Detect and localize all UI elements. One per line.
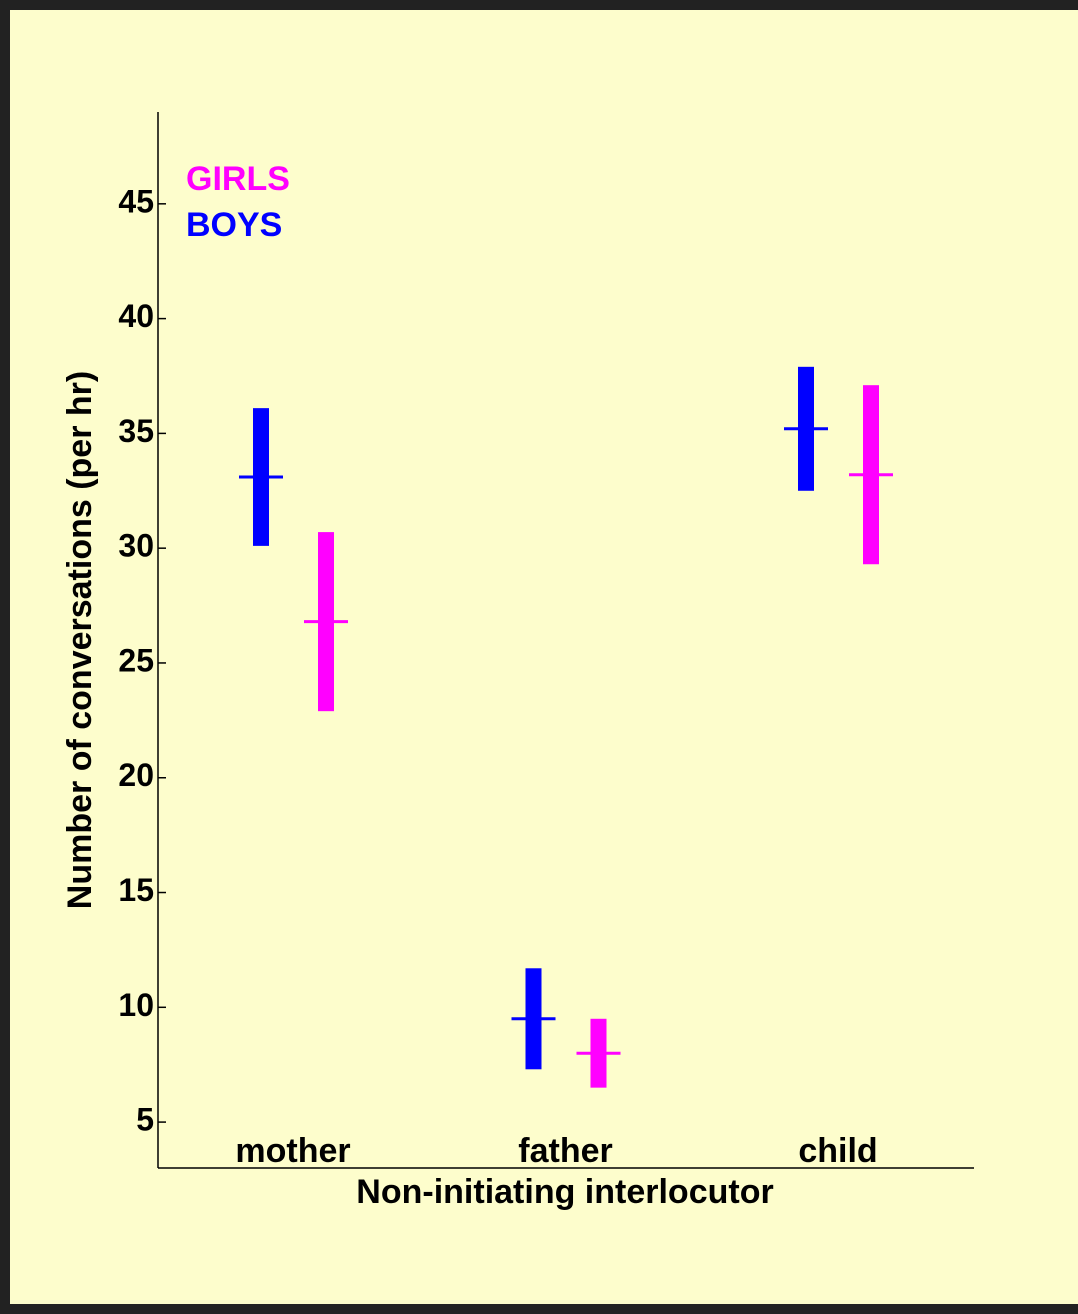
y-tick-label: 45 [118, 183, 154, 219]
y-tick-label: 40 [118, 298, 154, 334]
y-tick-label: 25 [118, 642, 154, 678]
x-tick-label: child [798, 1132, 877, 1170]
y-tick-label: 10 [118, 987, 154, 1023]
y-tick-label: 30 [118, 528, 154, 564]
y-tick-label: 35 [118, 413, 154, 449]
legend-entry: BOYS [186, 206, 282, 244]
legend-entry: GIRLS [186, 160, 290, 198]
y-tick-label: 20 [118, 757, 154, 793]
y-tick-label: 5 [136, 1102, 154, 1138]
x-axis-label: Non-initiating interlocutor [356, 1173, 773, 1211]
x-tick-label: father [518, 1132, 612, 1170]
x-tick-label: mother [235, 1132, 350, 1170]
y-axis-label: Number of conversations (per hr) [61, 371, 99, 909]
y-tick-label: 15 [118, 872, 154, 908]
